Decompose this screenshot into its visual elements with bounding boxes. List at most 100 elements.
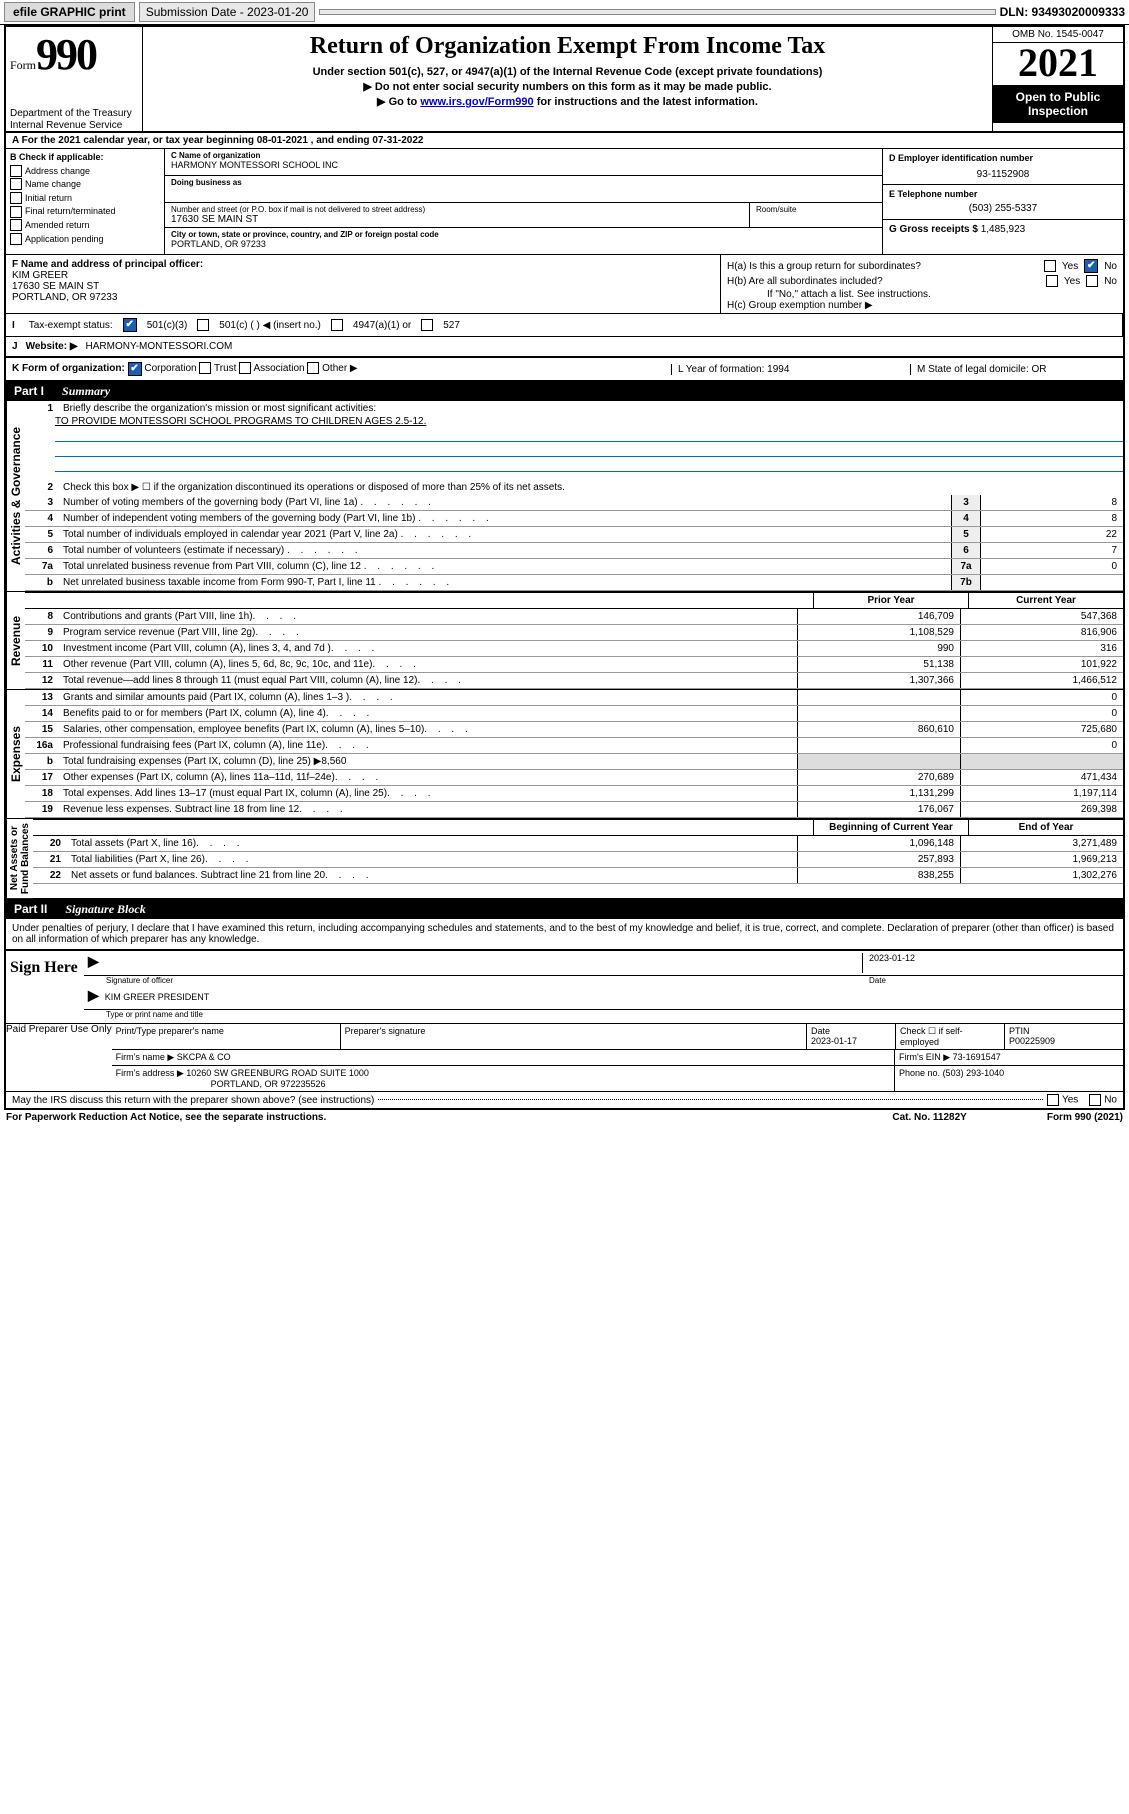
gross-label: G Gross receipts $ <box>889 224 978 235</box>
subtitle-1: Under section 501(c), 527, or 4947(a)(1)… <box>147 66 988 78</box>
other-checkbox[interactable] <box>307 362 319 374</box>
gov-line: Number of voting members of the governin… <box>59 495 951 510</box>
4947-checkbox[interactable] <box>331 319 343 331</box>
fin-line: Other expenses (Part IX, column (A), lin… <box>59 770 797 785</box>
form-word: Form <box>10 58 36 72</box>
pra-notice: For Paperwork Reduction Act Notice, see … <box>6 1112 326 1123</box>
fin-line: Investment income (Part VIII, column (A)… <box>59 641 797 656</box>
blank-field <box>319 9 995 15</box>
fin-line: Grants and similar amounts paid (Part IX… <box>59 690 797 705</box>
amended-return-checkbox[interactable] <box>10 219 22 231</box>
paid-preparer-label: Paid Preparer Use Only <box>6 1024 112 1091</box>
sig-date-label: Date <box>863 976 1119 985</box>
dln-label: DLN: 93493020009333 <box>1000 5 1125 19</box>
dba-label: Doing business as <box>171 178 876 187</box>
subtitle-2: ▶ Do not enter social security numbers o… <box>147 80 988 93</box>
assoc-checkbox[interactable] <box>239 362 251 374</box>
city-state-zip: PORTLAND, OR 97233 <box>171 239 876 249</box>
501c-checkbox[interactable] <box>197 319 209 331</box>
fin-line: Total liabilities (Part X, line 26) . . … <box>67 852 797 867</box>
gov-line: Total unrelated business revenue from Pa… <box>59 559 951 574</box>
vtab-revenue: Revenue <box>6 592 25 689</box>
fin-line: Benefits paid to or for members (Part IX… <box>59 706 797 721</box>
dept-label: Department of the Treasury Internal Reve… <box>10 108 138 131</box>
street-address: 17630 SE MAIN ST <box>171 214 743 225</box>
open-public-badge: Open to Public Inspection <box>993 86 1123 123</box>
part1-title: Summary <box>62 384 110 399</box>
sign-here-label: Sign Here <box>6 951 84 1023</box>
firm-ein: Firm's EIN ▶ 73-1691547 <box>895 1050 1123 1065</box>
penalty-statement: Under penalties of perjury, I declare th… <box>6 919 1123 950</box>
beginning-year-header: Beginning of Current Year <box>813 820 968 835</box>
vtab-activities: Activities & Governance <box>6 401 25 591</box>
hb-label: H(b) Are all subordinates included? <box>727 276 883 287</box>
hc-label: H(c) Group exemption number ▶ <box>727 300 1117 311</box>
fin-line: Total fundraising expenses (Part IX, col… <box>59 754 797 769</box>
q2-text: Check this box ▶ ☐ if the organization d… <box>59 480 1123 495</box>
trust-checkbox[interactable] <box>199 362 211 374</box>
principal-officer-box: F Name and address of principal officer:… <box>6 255 721 313</box>
firm-phone: Phone no. (503) 293-1040 <box>895 1066 1123 1091</box>
form-footer: Form 990 (2021) <box>1047 1112 1123 1123</box>
vtab-net-assets: Net Assets or Fund Balances <box>6 819 33 898</box>
year-formation: L Year of formation: 1994 <box>671 364 898 375</box>
q1-text: Briefly describe the organization's miss… <box>59 401 1123 416</box>
subtitle-3: ▶ Go to www.irs.gov/Form990 for instruct… <box>147 95 988 108</box>
gov-line: Total number of individuals employed in … <box>59 527 951 542</box>
firm-address: Firm's address ▶ 10260 SW GREENBURG ROAD… <box>112 1066 895 1091</box>
sig-officer-label: Signature of officer <box>88 976 863 985</box>
fin-line: Total assets (Part X, line 16) . . . . <box>67 836 797 851</box>
form-number-box: Form990 Department of the Treasury Inter… <box>6 27 143 131</box>
name-change-checkbox[interactable] <box>10 178 22 190</box>
gov-line: Net unrelated business taxable income fr… <box>59 575 951 590</box>
efile-print-button[interactable]: efile GRAPHIC print <box>4 2 135 22</box>
j-label: J <box>12 341 18 352</box>
hb-no-checkbox[interactable] <box>1086 275 1098 287</box>
application-pending-checkbox[interactable] <box>10 233 22 245</box>
fin-line: Net assets or fund balances. Subtract li… <box>67 868 797 883</box>
ptin: PTINP00225909 <box>1005 1024 1123 1049</box>
prior-year-header: Prior Year <box>813 593 968 608</box>
discuss-no-checkbox[interactable] <box>1089 1094 1101 1106</box>
mission-text: TO PROVIDE MONTESSORI SCHOOL PROGRAMS TO… <box>25 416 1123 427</box>
website-value: HARMONY-MONTESSORI.COM <box>86 341 233 352</box>
ha-label: H(a) Is this a group return for subordin… <box>727 261 921 272</box>
fin-line: Total expenses. Add lines 13–17 (must eq… <box>59 786 797 801</box>
corp-checkbox[interactable]: ✔ <box>128 362 142 376</box>
tax-year: 2021 <box>993 43 1123 86</box>
cat-no: Cat. No. 11282Y <box>892 1112 966 1123</box>
initial-return-checkbox[interactable] <box>10 192 22 204</box>
phone-label: E Telephone number <box>889 189 1117 199</box>
discuss-yes-checkbox[interactable] <box>1047 1094 1059 1106</box>
form-990-number: 990 <box>36 30 96 79</box>
officer-name: KIM GREER PRESIDENT <box>105 992 210 1002</box>
tax-exempt-label: Tax-exempt status: <box>29 320 113 331</box>
suite-label: Room/suite <box>756 205 876 214</box>
page-title: Return of Organization Exempt From Incom… <box>147 33 988 60</box>
part2-title: Signature Block <box>65 902 145 917</box>
ha-yes-checkbox[interactable] <box>1044 260 1056 272</box>
gov-line: Total number of volunteers (estimate if … <box>59 543 951 558</box>
final-return-checkbox[interactable] <box>10 206 22 218</box>
legal-domicile: M State of legal domicile: OR <box>910 364 1117 375</box>
ein-value: 93-1152908 <box>889 169 1117 180</box>
address-change-checkbox[interactable] <box>10 165 22 177</box>
fin-line: Other revenue (Part VIII, column (A), li… <box>59 657 797 672</box>
mission-line <box>55 442 1123 457</box>
firm-name: Firm's name ▶ SKCPA & CO <box>112 1050 895 1065</box>
527-checkbox[interactable] <box>421 319 433 331</box>
sign-date: 2023-01-12 <box>862 953 1119 973</box>
fin-line: Total revenue—add lines 8 through 11 (mu… <box>59 673 797 688</box>
instructions-link[interactable]: www.irs.gov/Form990 <box>420 96 533 108</box>
501c3-checkbox[interactable]: ✔ <box>123 318 137 332</box>
discuss-question: May the IRS discuss this return with the… <box>12 1095 374 1106</box>
vtab-expenses: Expenses <box>6 690 25 818</box>
ha-no-checkbox[interactable]: ✔ <box>1084 259 1098 273</box>
name-title-label: Type or print name and title <box>84 1010 1123 1023</box>
gov-line: Number of independent voting members of … <box>59 511 951 526</box>
self-employed-check[interactable]: Check ☐ if self-employed <box>896 1024 1005 1049</box>
city-label: City or town, state or province, country… <box>171 230 876 239</box>
fin-line: Program service revenue (Part VIII, line… <box>59 625 797 640</box>
prep-sig-label: Preparer's signature <box>341 1024 807 1049</box>
hb-yes-checkbox[interactable] <box>1046 275 1058 287</box>
